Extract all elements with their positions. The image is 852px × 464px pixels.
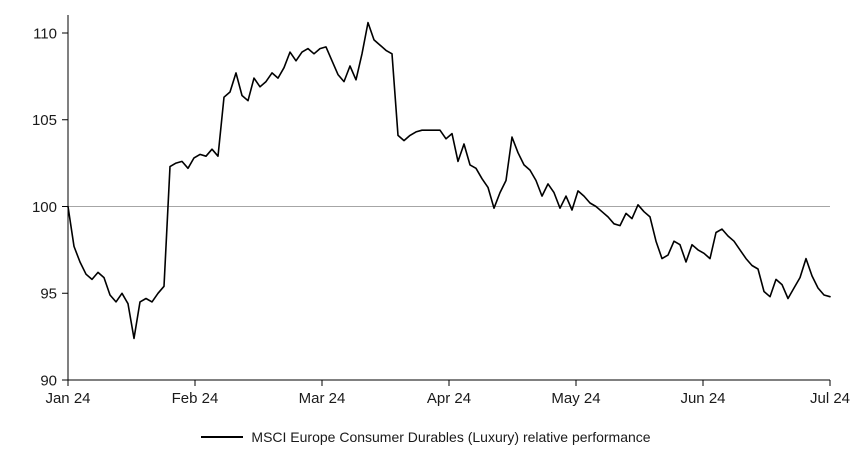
y-tick-label: 95 bbox=[40, 286, 57, 303]
y-tick-label: 100 bbox=[32, 199, 57, 216]
chart-legend: MSCI Europe Consumer Durables (Luxury) r… bbox=[0, 410, 852, 464]
x-tick-label: Jul 24 bbox=[810, 390, 850, 407]
x-tick-label: Jun 24 bbox=[680, 390, 725, 407]
chart-svg: 90 95 100 105 110 Jan 24 Feb 24 Mar 24 Apr 24 May… bbox=[32, 15, 850, 407]
y-tick-label: 110 bbox=[33, 25, 57, 42]
x-tick-label: Mar 24 bbox=[299, 390, 346, 407]
x-tick-label: Feb 24 bbox=[172, 390, 219, 407]
legend-label: MSCI Europe Consumer Durables (Luxury) r… bbox=[251, 429, 651, 445]
y-tick-label: 90 bbox=[40, 372, 57, 389]
x-tick-label: May 24 bbox=[551, 390, 600, 407]
x-tick-label: Apr 24 bbox=[427, 390, 471, 407]
legend-line-swatch bbox=[201, 436, 244, 438]
series-line bbox=[67, 21, 831, 340]
x-tick-label: Jan 24 bbox=[45, 390, 90, 407]
y-tick-label: 105 bbox=[32, 112, 57, 129]
